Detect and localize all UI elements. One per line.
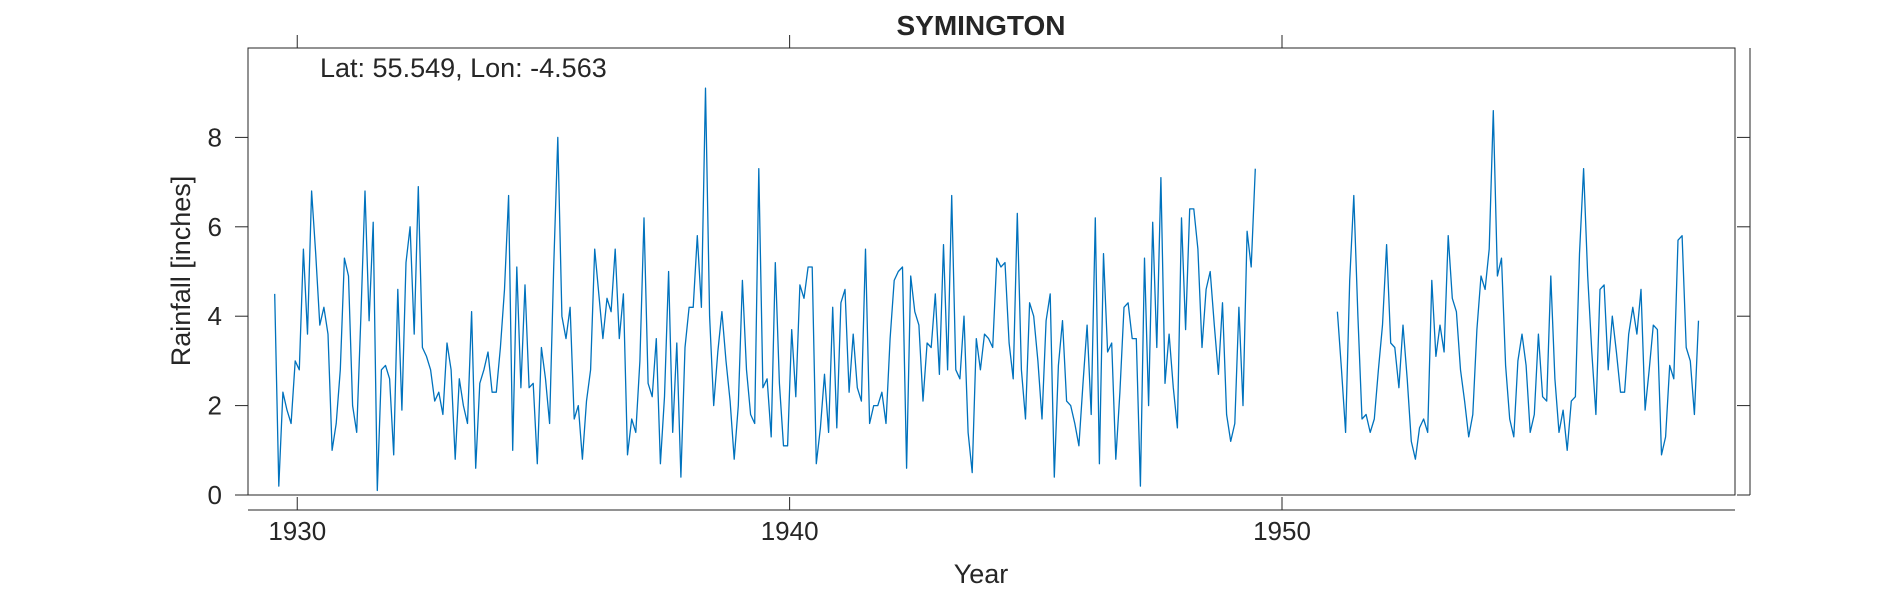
x-tick-label: 1930 [268, 516, 326, 546]
axis-ticks [235, 35, 1751, 511]
y-axis-label: Rainfall [inches] [166, 176, 196, 367]
y-tick-label: 0 [208, 480, 222, 510]
y-tick-label: 2 [208, 391, 222, 421]
chart-title: SYMINGTON [896, 10, 1065, 41]
x-axis-label: Year [954, 559, 1009, 589]
tick-labels: 1930 1940 1950 0 2 4 6 8 [208, 122, 1311, 546]
location-annotation: Lat: 55.549, Lon: -4.563 [320, 53, 607, 83]
series-line-2 [1336, 109, 1700, 460]
y-tick-label: 6 [208, 212, 222, 242]
data-series-group [274, 87, 1700, 492]
series-line-1 [274, 87, 1256, 492]
y-tick-label: 4 [208, 301, 222, 331]
x-tick-label: 1940 [761, 516, 819, 546]
y-tick-label: 8 [208, 122, 222, 152]
x-tick-label: 1950 [1253, 516, 1311, 546]
plot-frame [247, 47, 1736, 496]
